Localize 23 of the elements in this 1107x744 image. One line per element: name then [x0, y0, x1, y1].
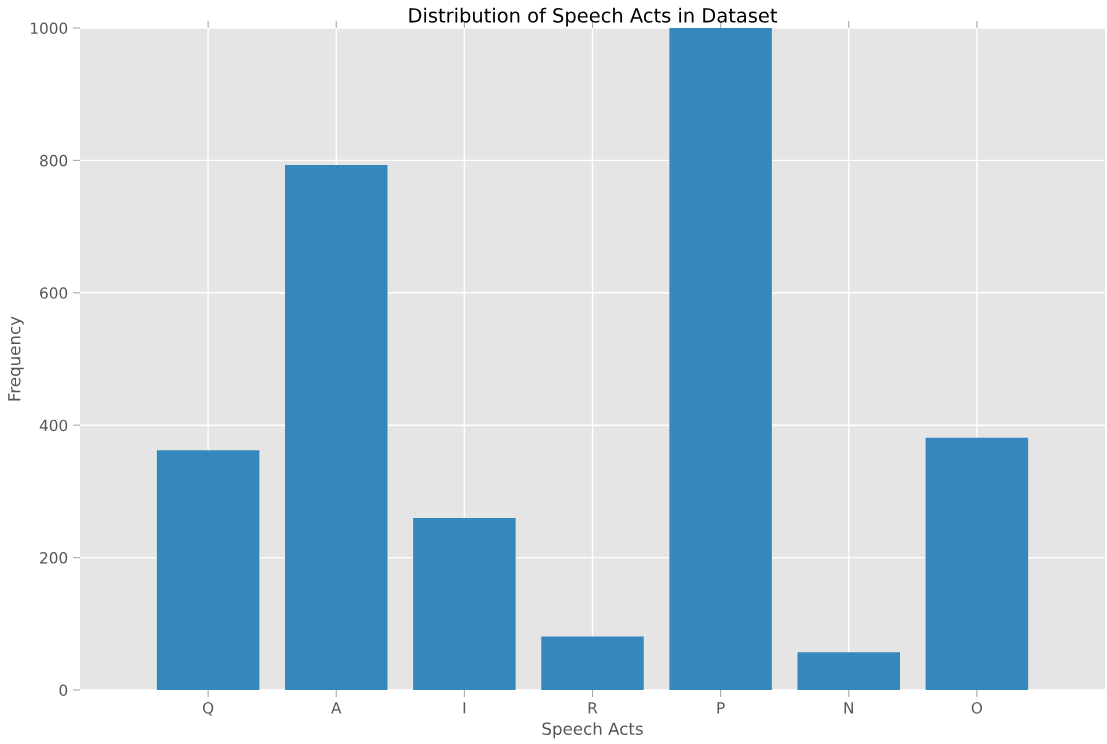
bar [285, 165, 388, 690]
bar [156, 450, 260, 690]
y-tick-label: 200 [40, 552, 68, 564]
x-tick-label: R [588, 702, 598, 714]
x-axis-title: Speech Acts [542, 722, 643, 739]
x-tick-label: N [844, 702, 853, 714]
y-tick-label: 1000 [30, 22, 68, 35]
y-tick-label: 400 [39, 419, 68, 432]
x-tick-label: O [971, 702, 983, 714]
x-tick-label: P [717, 702, 725, 714]
bar [797, 652, 900, 690]
bar [925, 437, 1029, 690]
y-tick-label: 600 [40, 287, 68, 299]
bar [669, 28, 772, 690]
bar [413, 517, 516, 690]
x-tick-label: A [331, 702, 342, 714]
y-axis-title: Frequency [8, 316, 24, 401]
chart-title: Distribution of Speech Acts in Dataset [409, 7, 778, 27]
y-tick-label: 0 [59, 684, 68, 697]
y-tick-label: 800 [40, 154, 68, 167]
x-tick-label: I [463, 702, 466, 714]
x-tick-label: Q [202, 702, 214, 716]
bar [541, 636, 644, 690]
